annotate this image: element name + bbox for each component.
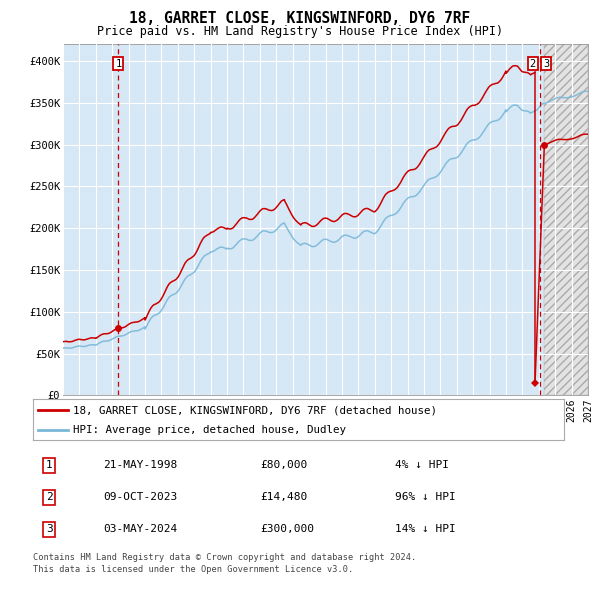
- Text: £80,000: £80,000: [260, 460, 307, 470]
- Text: 09-OCT-2023: 09-OCT-2023: [103, 492, 178, 502]
- Text: Contains HM Land Registry data © Crown copyright and database right 2024.: Contains HM Land Registry data © Crown c…: [33, 553, 416, 562]
- Text: 4% ↓ HPI: 4% ↓ HPI: [395, 460, 449, 470]
- Text: 1: 1: [46, 460, 53, 470]
- Text: 3: 3: [46, 525, 53, 534]
- Text: 18, GARRET CLOSE, KINGSWINFORD, DY6 7RF (detached house): 18, GARRET CLOSE, KINGSWINFORD, DY6 7RF …: [73, 405, 437, 415]
- Text: 18, GARRET CLOSE, KINGSWINFORD, DY6 7RF: 18, GARRET CLOSE, KINGSWINFORD, DY6 7RF: [130, 11, 470, 25]
- Text: 3: 3: [544, 58, 550, 68]
- Text: 03-MAY-2024: 03-MAY-2024: [103, 525, 178, 534]
- Text: £300,000: £300,000: [260, 525, 314, 534]
- Text: 1: 1: [115, 58, 122, 68]
- Text: 14% ↓ HPI: 14% ↓ HPI: [395, 525, 455, 534]
- Bar: [544, 44, 588, 395]
- Text: 21-MAY-1998: 21-MAY-1998: [103, 460, 178, 470]
- Bar: [544, 44, 588, 395]
- Text: 2: 2: [46, 492, 53, 502]
- Text: £14,480: £14,480: [260, 492, 307, 502]
- Text: This data is licensed under the Open Government Licence v3.0.: This data is licensed under the Open Gov…: [33, 565, 353, 574]
- Text: 2: 2: [530, 58, 536, 68]
- Text: 96% ↓ HPI: 96% ↓ HPI: [395, 492, 455, 502]
- Text: Price paid vs. HM Land Registry's House Price Index (HPI): Price paid vs. HM Land Registry's House …: [97, 25, 503, 38]
- Text: HPI: Average price, detached house, Dudley: HPI: Average price, detached house, Dudl…: [73, 425, 346, 434]
